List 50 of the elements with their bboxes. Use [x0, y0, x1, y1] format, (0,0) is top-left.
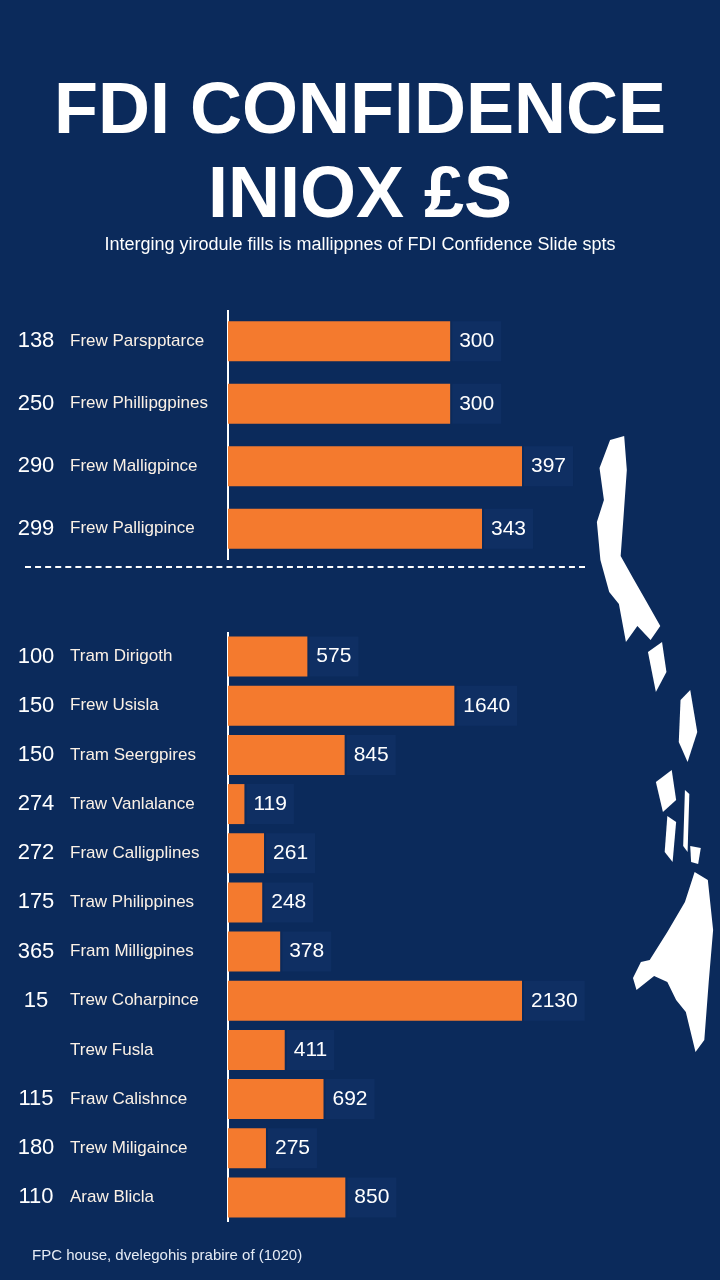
text: Tram Seergpires [70, 744, 196, 764]
data-label: 300 [459, 328, 495, 352]
data-label: 692 [332, 1085, 368, 1109]
data-label: 2130 [531, 987, 578, 1011]
text: Frew Palligpince [70, 518, 195, 538]
data-label: 397 [531, 453, 567, 477]
text: Fraw Calishnce [70, 1088, 188, 1108]
data-label: 343 [491, 515, 527, 539]
data-label: 845 [353, 741, 389, 765]
chart-title: FDI CONFIDENCE INIOX £S [53, 67, 667, 234]
y-tick-label: 290 [17, 452, 55, 478]
text: Trew Coharpince [70, 990, 199, 1010]
data-label: 411 [293, 1036, 328, 1060]
text: Fraw Calligplines [70, 842, 200, 862]
text: Frew Malligpince [70, 455, 198, 475]
data-label: 300 [459, 390, 495, 414]
y-tick-label: 299 [17, 514, 55, 540]
data-label: 850 [354, 1184, 390, 1208]
y-tick-label: 110 [18, 1183, 54, 1209]
text: Frew Parspptarce [70, 330, 205, 350]
text: Trew Miligaince [70, 1137, 188, 1157]
data-label: 248 [271, 889, 307, 913]
text: Tram Dirigoth [70, 646, 173, 666]
text: Frew Usisla [70, 695, 160, 715]
y-tick-label: 100 [17, 642, 55, 668]
data-label: 119 [253, 790, 287, 814]
data-label: 378 [289, 938, 325, 962]
text: Traw Philippines [70, 892, 195, 912]
text: Fram Milligpines [70, 941, 194, 961]
y-tick-label: 115 [18, 1085, 54, 1111]
y-tick-label: 274 [17, 790, 55, 816]
data-label: 275 [274, 1135, 310, 1159]
chart-subtitle: Interging yirodule fills is mallippnes of FDI Confidence Slide spts [103, 234, 617, 255]
y-tick-label: 150 [17, 740, 55, 766]
text: Frew Phillipgpines [70, 393, 208, 413]
data-label: 1640 [463, 692, 511, 716]
text: Traw Vanlalance [70, 793, 195, 813]
y-tick-label: 365 [17, 937, 55, 963]
data-label: 261 [273, 840, 309, 864]
text: FPC house, dvelegohis prabire of (1020) [32, 1246, 303, 1263]
y-tick-label: 150 [17, 691, 55, 717]
text: Trew Fusla [70, 1039, 154, 1059]
y-tick-label: 15 [23, 986, 49, 1012]
text: Araw Blicla [70, 1187, 155, 1207]
y-tick-label: 180 [17, 1134, 55, 1160]
y-tick-label: 272 [17, 839, 55, 865]
y-tick-label: 175 [17, 888, 55, 914]
data-label: 575 [316, 643, 352, 667]
y-tick-label: 250 [17, 389, 55, 415]
y-tick-label: 138 [17, 327, 55, 353]
